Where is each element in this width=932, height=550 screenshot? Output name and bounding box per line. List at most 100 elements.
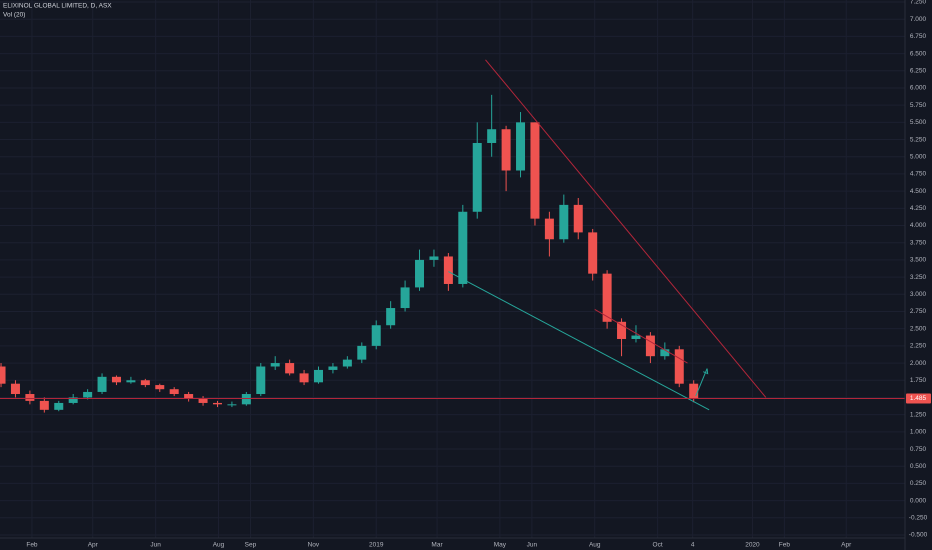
trend-line	[485, 59, 767, 398]
candle-body	[184, 394, 194, 399]
y-tick-label: 4.000	[910, 222, 927, 229]
candle-body	[617, 321, 627, 339]
arrow-head	[703, 368, 709, 375]
candle-body	[256, 366, 266, 395]
candle-body	[559, 204, 569, 240]
y-tick-label: -0.500	[909, 532, 928, 539]
y-tick-label: 1.250	[910, 411, 927, 418]
trend-line	[448, 271, 710, 411]
candle-body	[140, 380, 150, 386]
candle-body	[573, 204, 583, 233]
candle-body	[544, 218, 554, 240]
y-tick-label: 3.250	[910, 274, 927, 281]
candle-body	[602, 273, 612, 322]
y-tick-label: 4.750	[910, 171, 927, 178]
candle-body	[25, 394, 35, 401]
y-tick-label: 5.500	[910, 119, 927, 126]
candle-body	[660, 349, 670, 357]
y-tick-label: 3.000	[910, 291, 927, 298]
y-tick-label: 6.000	[910, 85, 927, 92]
x-tick-label: Apr	[88, 542, 99, 549]
x-tick-label: Feb	[779, 542, 791, 549]
candle-body	[10, 383, 20, 395]
grid	[0, 0, 905, 538]
candle-body	[299, 373, 309, 383]
y-tick-label: 2.750	[910, 308, 927, 315]
candle-body	[415, 259, 425, 288]
y-tick-label: 5.250	[910, 136, 927, 143]
candle-body	[314, 369, 324, 383]
x-tick-label: 2020	[745, 542, 760, 549]
plot	[0, 59, 905, 413]
y-tick-label: 0.000	[910, 497, 927, 504]
candle-body	[68, 397, 78, 403]
x-tick-label: 2019	[369, 542, 384, 549]
candle-body	[39, 400, 49, 410]
candle-body	[371, 325, 381, 346]
candle-body	[443, 256, 453, 284]
candle-body	[227, 404, 237, 406]
x-tick-label: 4	[691, 542, 695, 549]
candle-body	[487, 129, 497, 143]
y-tick-label: 3.750	[910, 239, 927, 246]
y-tick-label: 6.750	[910, 33, 927, 40]
candle-body	[588, 232, 598, 274]
x-tick-label: Sep	[245, 542, 257, 549]
candle-body	[83, 391, 93, 398]
price-tag	[906, 393, 931, 404]
y-tick-label: 6.500	[910, 50, 927, 57]
candle-body	[357, 345, 367, 360]
candle-body	[400, 287, 410, 309]
x-tick-label: Oct	[653, 542, 663, 549]
x-tick-label: May	[494, 542, 507, 549]
candle-body	[155, 385, 165, 390]
y-tick-label: 1.750	[910, 377, 927, 384]
candle-body	[169, 389, 179, 395]
y-tick-label: 7.000	[910, 16, 927, 23]
x-tick-label: Mar	[431, 542, 443, 549]
y-tick-label: 2.250	[910, 343, 927, 350]
candle-body	[342, 359, 352, 367]
candle-body	[386, 308, 396, 326]
candle-body	[429, 256, 439, 260]
y-tick-label: 7.250	[910, 0, 927, 6]
y-tick-label: 0.500	[910, 463, 927, 470]
candle-body	[631, 335, 641, 339]
y-tick-label: 4.500	[910, 188, 927, 195]
candle-body	[0, 366, 6, 384]
y-tick-label: 2.500	[910, 325, 927, 332]
candle-body	[689, 383, 699, 399]
candle-body	[472, 142, 482, 212]
y-tick-label: 0.250	[910, 480, 927, 487]
candle-body	[270, 363, 280, 367]
candle-body	[212, 402, 222, 405]
y-tick-label: 0.750	[910, 446, 927, 453]
candle-body	[645, 335, 655, 357]
x-tick-label: Aug	[589, 542, 601, 549]
y-tick-label: -0.250	[909, 515, 928, 522]
candle-body	[458, 211, 468, 284]
candle-body	[111, 376, 121, 383]
indicator-label: Vol (20)	[3, 12, 25, 19]
trend-line	[594, 308, 688, 364]
x-tick-label: Apr	[841, 542, 852, 549]
candle-body	[198, 398, 208, 403]
candle-body	[516, 122, 526, 171]
price-tag-label: 1.485	[910, 395, 927, 402]
candle-body	[530, 122, 540, 219]
y-tick-label: 3.500	[910, 257, 927, 264]
x-tick-label: Jun	[150, 542, 161, 549]
x-tick-label: Jun	[527, 542, 538, 549]
candle-body	[674, 349, 684, 384]
x-tick-label: Nov	[308, 542, 320, 549]
candle-body	[54, 402, 64, 410]
candle-body	[241, 394, 251, 405]
candle-body	[328, 366, 338, 370]
y-tick-label: 4.250	[910, 205, 927, 212]
x-tick-label: Aug	[213, 542, 225, 549]
y-tick-label: 5.750	[910, 102, 927, 109]
y-tick-label: 5.000	[910, 153, 927, 160]
chart-title: ELIXINOL GLOBAL LIMITED, D, ASX	[3, 3, 112, 10]
y-tick-label: 2.000	[910, 360, 927, 367]
